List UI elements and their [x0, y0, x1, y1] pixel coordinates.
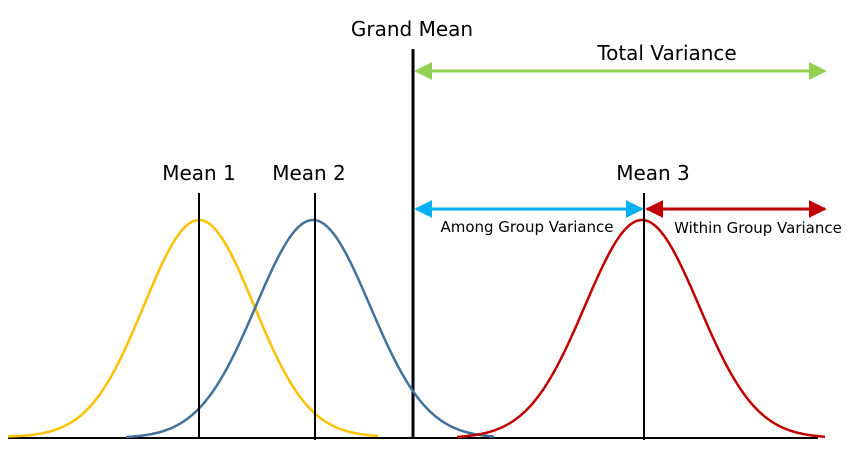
group-2-distribution-curve	[125, 218, 495, 439]
within-group-variance-label: Within Group Variance	[674, 219, 842, 237]
mean-3-label: Mean 3	[616, 161, 690, 185]
group-3-distribution-curve	[456, 218, 826, 439]
group-1-distribution-curve	[7, 218, 379, 438]
total-variance-label: Total Variance	[596, 41, 736, 65]
mean-2-label: Mean 2	[272, 161, 346, 185]
grand-mean-label: Grand Mean	[351, 17, 473, 41]
mean-1-label: Mean 1	[162, 161, 236, 185]
among-group-variance-label: Among Group Variance	[440, 218, 613, 236]
